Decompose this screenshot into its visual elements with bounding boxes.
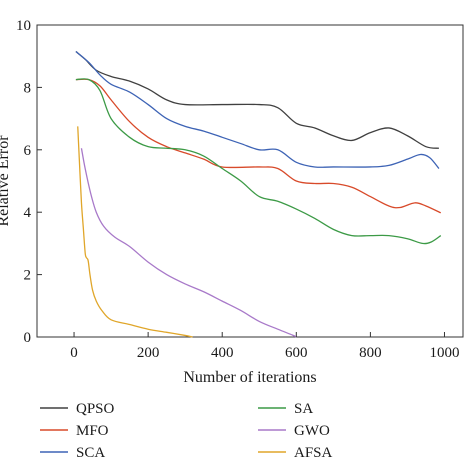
x-tick-label: 800	[359, 345, 382, 361]
legend-label-gwo: GWO	[294, 423, 330, 439]
legend-label-afsa: AFSA	[294, 445, 333, 461]
y-tick-label: 10	[16, 18, 31, 34]
y-axis-ticks: 0 2 4 6 8 10	[16, 18, 42, 346]
y-tick-label: 6	[24, 143, 32, 159]
series-line-afsa	[77, 126, 193, 338]
x-axis-ticks: 0 200 400 600 800 1000	[70, 332, 459, 361]
x-tick-label: 0	[70, 345, 78, 361]
plot-frame	[36, 24, 464, 338]
legend: QPSO MFO SCA SA GWO AFSA	[40, 401, 333, 461]
x-tick-label: 1000	[429, 345, 459, 361]
plot-area: 0 200 400 600 800 1000 0 2 4 6 8 10	[16, 18, 464, 361]
x-axis-title: Number of iterations	[183, 369, 316, 386]
y-tick-label: 8	[24, 80, 32, 96]
y-tick-label: 4	[24, 205, 32, 221]
legend-label-qpso: QPSO	[76, 401, 115, 417]
series-line-gwo	[80, 148, 297, 338]
x-tick-label: 600	[285, 345, 308, 361]
series-line-sca	[75, 51, 440, 169]
series-layer	[75, 51, 442, 338]
legend-label-mfo: MFO	[76, 423, 109, 439]
series-line-mfo	[75, 78, 442, 214]
y-tick-label: 0	[24, 330, 32, 346]
legend-label-sca: SCA	[76, 445, 105, 461]
legend-label-sa: SA	[294, 401, 313, 417]
series-line-sa	[75, 78, 442, 245]
x-tick-label: 400	[211, 345, 234, 361]
y-tick-label: 2	[24, 268, 32, 284]
x-tick-label: 200	[137, 345, 160, 361]
series-line-qpso	[75, 51, 439, 149]
y-axis-title: Relative Error	[0, 135, 12, 227]
